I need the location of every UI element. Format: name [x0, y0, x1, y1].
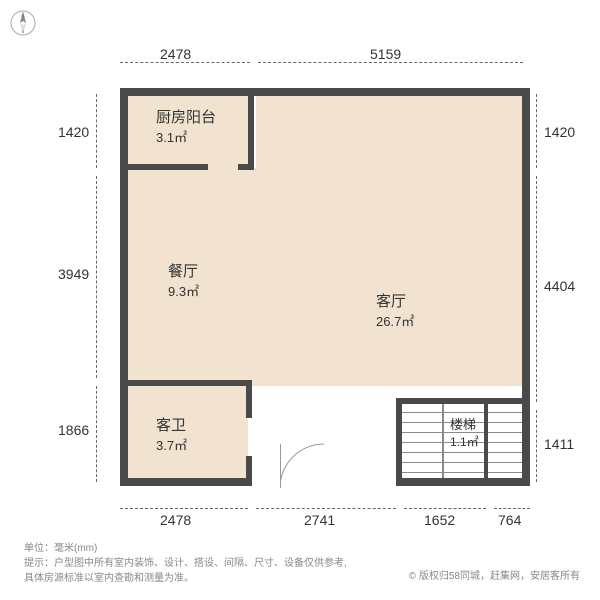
tip-text: 提示：户型图中所有室内装饰、设计、搭设、间隔、尺寸、设备仅供参考, 具体房源标准…: [24, 556, 347, 586]
label-stair: 楼梯 1.1㎡: [450, 414, 479, 450]
stair-tread: [488, 422, 522, 423]
wall: [120, 164, 208, 170]
wall: [238, 164, 254, 170]
dim-left-top: 1420: [58, 124, 89, 140]
floorplan-canvas: N S 2478 5159 1420 3949 1866 1420 4404 1…: [0, 0, 600, 600]
dim-line: [96, 386, 97, 482]
dim-right-top: 1420: [544, 124, 575, 140]
stair-tread: [488, 462, 522, 463]
wall: [396, 478, 530, 486]
stair-rail: [442, 404, 444, 478]
label-kitchen-balcony: 厨房阳台 3.1㎡: [156, 106, 216, 146]
dim-line: [536, 410, 537, 482]
dim-line: [536, 94, 537, 168]
room-bath-floor: [128, 386, 248, 478]
stair-tread: [488, 442, 522, 443]
stair-tread: [488, 432, 522, 433]
label-dining: 餐厅 9.3㎡: [168, 260, 199, 300]
dim-right-bot: 1411: [544, 436, 574, 452]
dim-line: [404, 508, 486, 509]
dim-line: [536, 176, 537, 402]
dim-line: [96, 94, 97, 168]
wall: [248, 88, 254, 168]
dim-bot-2: 2741: [304, 512, 335, 528]
dim-top-left: 2478: [160, 46, 191, 62]
door-arc-icon: [280, 440, 330, 490]
label-bath: 客卫 3.7㎡: [156, 414, 187, 454]
dim-line: [258, 62, 523, 63]
room-area: 3.1㎡: [156, 127, 216, 146]
room-area: 3.7㎡: [156, 435, 187, 454]
dim-line: [494, 508, 530, 509]
room-upper-right-floor: [256, 96, 522, 172]
wall: [522, 88, 530, 486]
dim-left-mid: 3949: [58, 266, 89, 282]
room-name: 客卫: [156, 414, 187, 435]
wall: [120, 478, 252, 486]
dim-line: [120, 62, 250, 63]
footer-notes: 单位：毫米(mm) 提示：户型图中所有室内装饰、设计、搭设、间隔、尺寸、设备仅供…: [24, 541, 347, 586]
unit-text: 单位：毫米(mm): [24, 541, 347, 556]
dim-bot-1: 2478: [160, 512, 191, 528]
room-name: 厨房阳台: [156, 106, 216, 127]
room-name: 餐厅: [168, 260, 199, 281]
room-area: 1.1㎡: [450, 433, 479, 450]
dim-bot-3: 1652: [424, 512, 455, 528]
wall: [396, 402, 402, 486]
room-area: 9.3㎡: [168, 281, 199, 300]
stair-tread: [488, 472, 522, 473]
dim-right-mid: 4404: [544, 278, 575, 294]
room-area: 26.7㎡: [376, 311, 414, 330]
wall: [248, 88, 530, 96]
dim-top-right: 5159: [370, 46, 401, 62]
compass-icon: N S: [8, 8, 38, 38]
dim-bot-4: 764: [498, 512, 521, 528]
dim-line: [256, 508, 396, 509]
stair-tread: [488, 452, 522, 453]
svg-text:S: S: [22, 29, 25, 34]
stair-tread: [488, 412, 522, 413]
wall: [120, 88, 128, 486]
dim-line: [120, 508, 248, 509]
wall: [120, 88, 252, 96]
dim-line: [96, 176, 97, 378]
svg-text:N: N: [22, 13, 25, 18]
wall: [396, 398, 526, 404]
dim-left-bot: 1866: [58, 422, 89, 438]
room-name: 客厅: [376, 290, 414, 311]
copyright-text: © 版权归58同城，赶集网，安居客所有: [409, 567, 580, 582]
wall: [120, 380, 252, 386]
room-name: 楼梯: [450, 414, 479, 433]
label-living: 客厅 26.7㎡: [376, 290, 414, 330]
wall: [246, 380, 252, 418]
wall: [246, 456, 252, 486]
